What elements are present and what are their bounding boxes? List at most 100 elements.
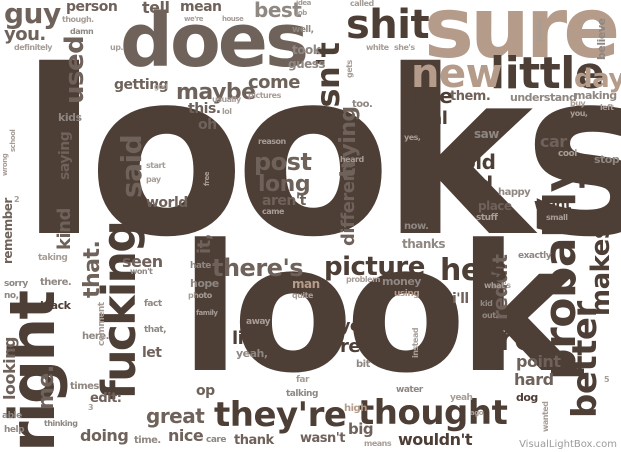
word-here: here. bbox=[82, 331, 109, 342]
word-times: times bbox=[70, 381, 99, 392]
word-that2: that, bbox=[144, 325, 167, 335]
word-hes: he's bbox=[440, 253, 507, 288]
word-whats: what's bbox=[484, 281, 511, 290]
word-thanks: thanks bbox=[402, 237, 446, 251]
word-mean: mean bbox=[180, 0, 222, 15]
word-this: this. bbox=[188, 101, 221, 117]
word-stuff: stuff bbox=[476, 213, 498, 223]
word-idea: idea bbox=[296, 0, 311, 7]
word-dog: dog bbox=[516, 391, 538, 404]
word-different: different bbox=[338, 161, 359, 246]
word-better: better bbox=[565, 301, 605, 418]
word-took: took bbox=[292, 43, 321, 57]
word-look-large: look bbox=[180, 207, 575, 412]
word-came: came bbox=[262, 207, 284, 216]
word-comment: comment bbox=[97, 302, 107, 346]
word-out: out. bbox=[482, 311, 499, 320]
word-little: little bbox=[490, 48, 605, 99]
word-talking: talking bbox=[286, 389, 318, 399]
word-read: read bbox=[340, 336, 385, 357]
word-damn: damn bbox=[70, 27, 94, 36]
word-arent: aren't bbox=[262, 193, 306, 209]
word-car: car bbox=[540, 132, 567, 151]
word-white: white bbox=[366, 43, 389, 52]
word-maybe: maybe bbox=[176, 80, 256, 105]
word-come: come bbox=[248, 72, 301, 93]
word-ill: i'll bbox=[452, 291, 469, 307]
word-problem: problem bbox=[346, 275, 380, 284]
watermark-text: VisualLightBox.com bbox=[519, 439, 617, 450]
word-small: small bbox=[546, 213, 568, 222]
word-reason: reason bbox=[258, 137, 286, 146]
word-post: post bbox=[254, 148, 312, 176]
word-person: person bbox=[66, 0, 118, 15]
word-world: world bbox=[146, 195, 188, 211]
word-you2: you, bbox=[570, 109, 588, 118]
word-thought: thought bbox=[358, 393, 508, 433]
word-tell: tell bbox=[142, 0, 170, 17]
word-free: free bbox=[203, 172, 211, 186]
word-getting: getting bbox=[114, 77, 169, 93]
word-far: far bbox=[296, 375, 309, 385]
word-hope: hope bbox=[190, 277, 219, 290]
word-year: year bbox=[340, 316, 378, 335]
word-were: we're bbox=[184, 15, 204, 23]
word-quite: quite bbox=[292, 291, 313, 300]
word-sorry: sorry bbox=[4, 279, 28, 289]
word-school: school bbox=[9, 129, 17, 152]
word-yeah2: yeah, bbox=[236, 347, 268, 360]
word-said: said bbox=[115, 134, 148, 198]
word-wanted: wanted bbox=[541, 401, 550, 432]
word-seen: seen bbox=[122, 252, 163, 271]
word-them: them. bbox=[450, 89, 491, 104]
word-yeah: yeah bbox=[450, 393, 473, 403]
word-hate: hate bbox=[190, 261, 211, 271]
word-care: care bbox=[206, 435, 226, 445]
word-now: now. bbox=[404, 221, 429, 232]
word-up: up. bbox=[110, 43, 123, 52]
word-wrong: wrong bbox=[1, 153, 9, 176]
word-day: day bbox=[574, 64, 621, 94]
word-looks-large: looks bbox=[20, 21, 621, 287]
word-yes: yes, bbox=[404, 133, 421, 142]
word-cool: cool bbox=[558, 149, 577, 159]
word-left: left bbox=[600, 103, 614, 112]
word-means: means bbox=[364, 439, 392, 448]
word-you: you. bbox=[4, 24, 46, 45]
word-thank: thank bbox=[234, 433, 274, 448]
word-guy: guy bbox=[4, 0, 61, 30]
word-great: great bbox=[146, 404, 205, 428]
word-real: real bbox=[410, 108, 448, 129]
word-well: well, bbox=[292, 25, 314, 35]
word-went: went bbox=[534, 197, 572, 213]
word-theyre: they're bbox=[214, 395, 347, 435]
word-heard: heard bbox=[340, 155, 364, 164]
word-fact: fact bbox=[144, 299, 162, 309]
word-job: job bbox=[296, 9, 307, 17]
word-looking: looking bbox=[0, 337, 19, 400]
word-number-5: 5 bbox=[604, 375, 610, 384]
word-pay: pay bbox=[146, 175, 161, 184]
word-home: home bbox=[535, 19, 544, 42]
word-bit: bit bbox=[356, 359, 370, 370]
word-able: able bbox=[2, 411, 22, 421]
word-number-2: 2 bbox=[14, 195, 20, 204]
word-wasnt: wasn't bbox=[300, 431, 345, 446]
word-me: me. bbox=[34, 365, 59, 410]
word-theres: there's bbox=[212, 254, 304, 282]
word-away: away bbox=[246, 317, 271, 327]
word-doing: doing bbox=[80, 426, 129, 445]
word-saying: saying bbox=[57, 131, 73, 180]
word-big: big bbox=[348, 420, 374, 438]
word-nice: nice bbox=[168, 426, 204, 445]
word-saw: saw bbox=[474, 127, 499, 141]
word-stop: stop bbox=[594, 153, 620, 166]
word-oh: oh bbox=[198, 117, 217, 133]
word-shit: shit bbox=[346, 2, 430, 48]
word-hard: hard bbox=[514, 370, 554, 389]
word-happy: happy bbox=[498, 187, 531, 198]
word-long: long bbox=[258, 172, 311, 197]
word-exactly: exactly bbox=[518, 251, 552, 261]
word-family: family bbox=[196, 309, 218, 317]
word-life: life bbox=[232, 328, 263, 349]
